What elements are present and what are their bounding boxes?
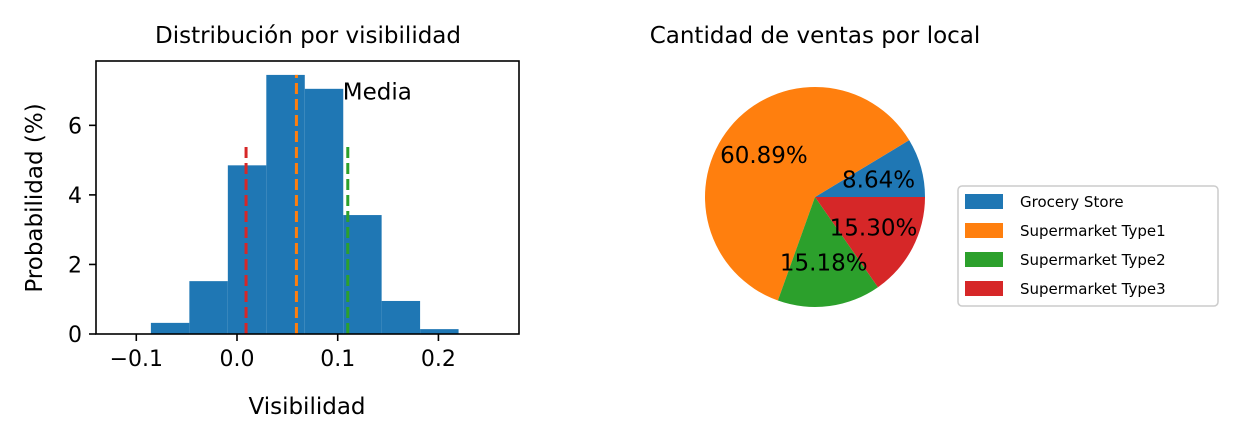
histogram-bar bbox=[420, 329, 459, 334]
legend-items: Grocery Store Supermarket Type1 Supermarke… bbox=[965, 193, 1166, 298]
histogram-x-axis-label: Visibilidad bbox=[248, 394, 365, 420]
x-tick-label: 0.0 bbox=[220, 347, 255, 372]
pie-percent-label: 15.30% bbox=[830, 216, 918, 242]
legend-label: Supermarket Type3 bbox=[1020, 280, 1166, 298]
pie-slices bbox=[704, 87, 925, 307]
histogram-y-ticks: 0 2 4 6 bbox=[68, 114, 96, 348]
x-tick-label: −0.1 bbox=[110, 347, 163, 372]
histogram-bar bbox=[381, 300, 421, 334]
histogram-bar bbox=[189, 281, 228, 334]
histogram-bar bbox=[343, 215, 382, 334]
y-tick-label: 0 bbox=[68, 323, 82, 348]
pie-percent-labels: 8.64% 60.89% 15.18% 15.30% bbox=[720, 143, 917, 276]
x-tick-label: 0.1 bbox=[320, 347, 355, 372]
histogram-bars bbox=[150, 74, 459, 334]
pie-slice bbox=[704, 87, 910, 301]
legend-frame bbox=[957, 185, 1219, 307]
histogram-annotation: Media bbox=[343, 80, 412, 106]
legend-swatch bbox=[965, 223, 1003, 238]
pie-slice bbox=[815, 197, 925, 288]
histogram-annotations: Media bbox=[343, 80, 412, 106]
histogram-mean-lines bbox=[244, 74, 350, 334]
pie-percent-label: 15.18% bbox=[780, 250, 868, 276]
histogram-bar bbox=[150, 322, 190, 334]
legend-swatch bbox=[965, 194, 1003, 209]
y-tick-label: 2 bbox=[68, 253, 82, 278]
histogram-x-ticks: −0.1 0.0 0.1 0.2 bbox=[110, 334, 456, 372]
histogram-title: Distribución por visibilidad bbox=[155, 23, 461, 49]
histogram-chart: Distribución por visibilidad Media −0.1 0… bbox=[22, 23, 520, 420]
histogram-y-axis-label: Probabilidad (%) bbox=[22, 103, 48, 292]
histogram-bar bbox=[266, 74, 305, 334]
pie-percent-label: 8.64% bbox=[842, 167, 915, 193]
pie-legend: Grocery Store Supermarket Type1 Supermarke… bbox=[957, 185, 1219, 307]
legend-label: Grocery Store bbox=[1020, 193, 1124, 211]
pie-chart: Cantidad de ventas por local 8.64% 60.89%… bbox=[650, 23, 1219, 307]
legend-swatch bbox=[965, 281, 1003, 296]
pie-slice bbox=[777, 197, 878, 307]
histogram-bar bbox=[304, 88, 344, 334]
x-tick-label: 0.2 bbox=[421, 347, 456, 372]
pie-title: Cantidad de ventas por local bbox=[650, 23, 981, 49]
legend-label: Supermarket Type2 bbox=[1020, 251, 1166, 269]
legend-swatch bbox=[965, 252, 1003, 267]
y-tick-label: 4 bbox=[68, 184, 82, 209]
pie-percent-label: 60.89% bbox=[720, 143, 808, 169]
legend-label: Supermarket Type1 bbox=[1020, 222, 1166, 240]
histogram-axes-frame bbox=[95, 60, 520, 335]
y-tick-label: 6 bbox=[68, 114, 82, 139]
pie-slice bbox=[815, 140, 925, 197]
